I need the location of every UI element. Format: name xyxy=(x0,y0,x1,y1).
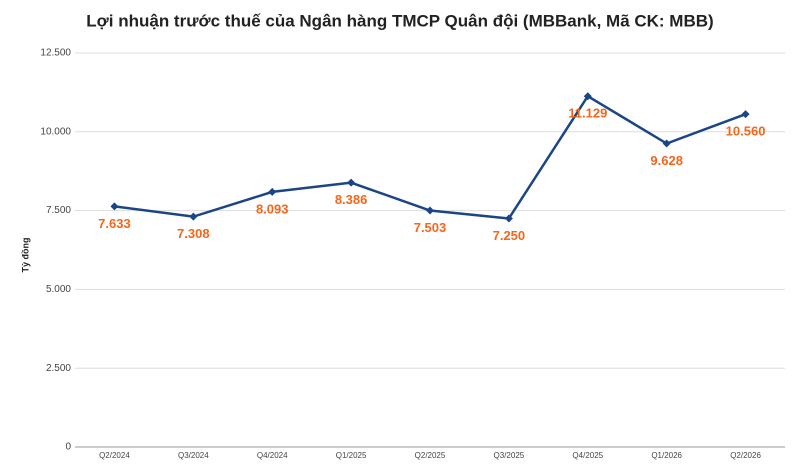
data-label: 7.308 xyxy=(177,226,210,241)
x-tick-label: Q1/2025 xyxy=(336,451,367,460)
x-tick-label: Q2/2026 xyxy=(730,451,761,460)
point xyxy=(741,110,750,119)
point xyxy=(662,139,671,148)
data-label: 8.093 xyxy=(256,201,289,216)
y-tick-label: 0 xyxy=(65,442,71,453)
chart-title: Lợi nhuận trước thuế của Ngân hàng TMCP … xyxy=(86,11,713,30)
data-label: 8.386 xyxy=(335,192,368,207)
x-tick-label: Q3/2025 xyxy=(494,451,525,460)
x-tick-label: Q3/2024 xyxy=(178,451,209,460)
point xyxy=(504,214,513,223)
point xyxy=(347,178,356,187)
data-label: 7.633 xyxy=(98,216,131,231)
y-tick-label: 12.500 xyxy=(40,48,71,59)
x-tick-label: Q1/2026 xyxy=(651,451,682,460)
data-label: 7.250 xyxy=(493,228,526,243)
data-label: 10.560 xyxy=(726,124,766,139)
point xyxy=(268,187,277,196)
point xyxy=(583,92,592,101)
data-label: 11.129 xyxy=(568,106,607,121)
y-tick-label: 2.500 xyxy=(46,363,71,374)
y-tick-label: 5.000 xyxy=(46,284,71,295)
data-label: 7.503 xyxy=(414,220,447,235)
x-tick-label: Q4/2024 xyxy=(257,451,288,460)
x-tick-label: Q4/2025 xyxy=(572,451,603,460)
x-tick-label: Q2/2025 xyxy=(415,451,446,460)
y-tick-label: 10.000 xyxy=(40,126,71,137)
y-axis-label: Tỷ đồng xyxy=(20,238,30,273)
x-tick-label: Q2/2024 xyxy=(99,451,130,460)
data-label: 9.628 xyxy=(650,153,683,168)
point xyxy=(426,206,434,215)
point xyxy=(110,202,119,211)
point xyxy=(189,212,198,221)
y-tick-label: 7.500 xyxy=(46,205,71,216)
